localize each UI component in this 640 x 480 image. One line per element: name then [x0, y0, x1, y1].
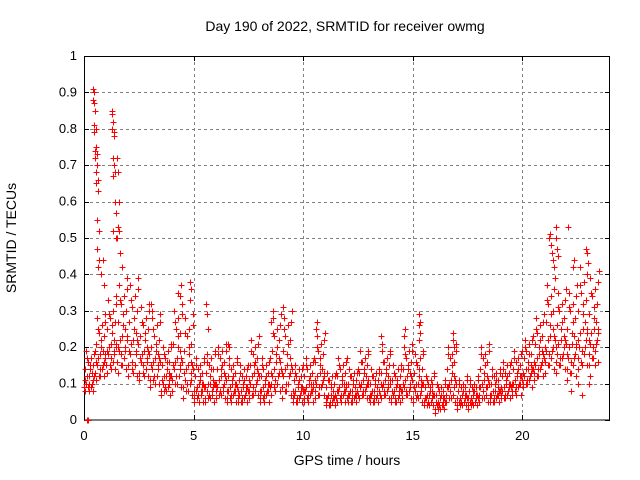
y-tick-label: 0.7: [59, 157, 77, 172]
tick-labels: 0 5 10 15 20 0 0.1 0.2 0.3 0.4 0.5 0.6 0.7 0.8 0.9 1: [59, 48, 530, 443]
y-axis-label: SRMTID / TECUs: [3, 183, 19, 293]
x-axis-label: GPS time / hours: [294, 452, 401, 468]
chart-title: Day 190 of 2022, SRMTID for receiver owm…: [205, 18, 484, 34]
y-tick-label: 0.5: [59, 230, 77, 245]
y-tick-label: 0.3: [59, 303, 77, 318]
grid-lines: [84, 56, 610, 420]
y-tick-label: 1: [70, 48, 77, 63]
x-tick-label: 10: [296, 428, 310, 443]
x-tick-label: 20: [515, 428, 529, 443]
x-tick-label: 15: [406, 428, 420, 443]
y-tick-label: 0.6: [59, 194, 77, 209]
y-tick-label: 0.1: [59, 376, 77, 391]
y-tick-label: 0.9: [59, 84, 77, 99]
y-tick-label: 0.8: [59, 121, 77, 136]
data-points-layer: [81, 86, 603, 424]
data-points: [81, 86, 603, 424]
y-tick-label: 0.4: [59, 266, 77, 281]
x-tick-label: 5: [190, 428, 197, 443]
y-tick-label: 0.2: [59, 339, 77, 354]
x-tick-label: 0: [80, 428, 87, 443]
y-tick-label: 0: [70, 412, 77, 427]
